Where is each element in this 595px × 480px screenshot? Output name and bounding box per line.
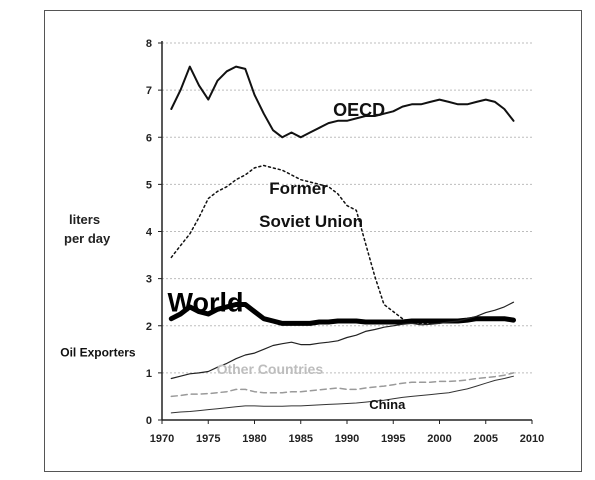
series-line-former-soviet-union [170, 164, 441, 325]
y-tick-label: 7 [146, 85, 152, 97]
axes [158, 41, 533, 424]
x-tick-label: 1985 [289, 433, 313, 445]
y-tick-label: 3 [146, 274, 152, 286]
x-tick-label: 1980 [242, 433, 266, 445]
series-label-china: China [369, 397, 406, 412]
line-chart: 0 1 2 3 4 5 6 7 8 1970 1975 1980 1985 1990 1995 2000 200… [60, 38, 544, 445]
series-line-other-countries [170, 372, 515, 398]
x-tick-label: 1975 [196, 433, 220, 445]
x-tick-label: 1990 [335, 433, 359, 445]
y-tick-label: 5 [146, 179, 152, 191]
tick-labels: 0 1 2 3 4 5 6 7 8 1970 1975 1980 1985 1990 1995 2000 200… [146, 38, 544, 445]
gridlines [162, 42, 532, 374]
series-label-other-countries: Other Countries [217, 361, 324, 377]
series-lines [168, 65, 516, 414]
y-tick-label: 8 [146, 38, 152, 50]
series-line-oecd [170, 65, 515, 139]
series-label-world: World [168, 288, 244, 318]
y-tick-label: 4 [146, 227, 153, 239]
series-labels: OECD Former Soviet Union World Oil Exporters… [60, 100, 406, 412]
y-tick-label: 0 [146, 415, 152, 427]
y-tick-label: 6 [146, 132, 152, 144]
y-axis-label-line-1: liters [69, 212, 100, 227]
x-tick-label: 1970 [150, 433, 174, 445]
series-label-oil-exporters: Oil Exporters [60, 345, 136, 359]
series-label-former: Former [269, 179, 328, 198]
series-line-china [170, 375, 514, 414]
y-axis-label-line-2: per day [64, 231, 111, 246]
series-line-oil-exporters [170, 301, 515, 380]
x-tick-label: 2005 [474, 433, 498, 445]
y-tick-label: 2 [146, 321, 152, 333]
y-tick-label: 1 [146, 368, 152, 380]
series-label-soviet-union: Soviet Union [259, 212, 363, 231]
series-label-oecd: OECD [333, 100, 385, 120]
x-tick-label: 2010 [520, 433, 544, 445]
chart-frame: 0 1 2 3 4 5 6 7 8 1970 1975 1980 1985 1990 1995 2000 200… [44, 10, 582, 472]
x-tick-label: 1995 [381, 433, 405, 445]
x-tick-label: 2000 [427, 433, 451, 445]
